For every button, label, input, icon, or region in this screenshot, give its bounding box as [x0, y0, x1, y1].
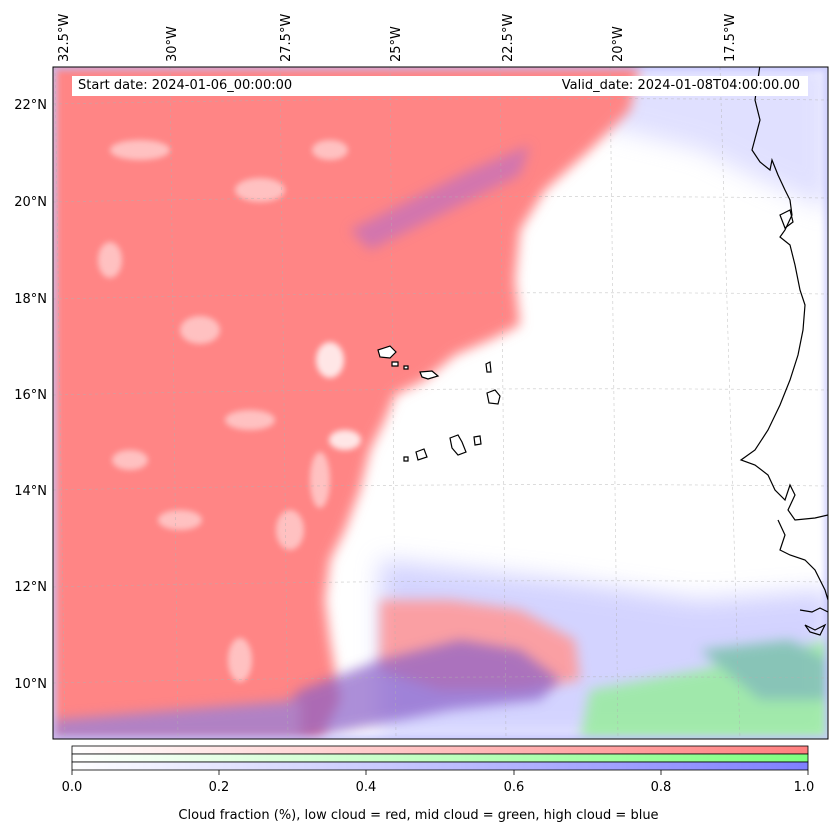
valid-date-label: Valid_date: 2024-01-08T04:00:00.00 [561, 78, 800, 93]
lon-tick-label: 25°W [389, 26, 404, 62]
colorbar-tick-label: 1.0 [793, 780, 815, 795]
lon-tick-label: 27.5°W [279, 14, 294, 62]
lat-tick-label: 12°N [14, 580, 47, 595]
colorbar-ticks [71, 770, 809, 775]
lat-tick-label: 20°N [14, 195, 47, 210]
lon-tick-label: 32.5°W [57, 14, 72, 62]
africa-coast [739, 67, 828, 521]
lat-tick-label: 18°N [14, 292, 47, 307]
colorbar [71, 745, 809, 775]
lon-tick-label: 20°W [611, 26, 626, 62]
lat-tick-label: 14°N [14, 484, 47, 499]
lat-tick-label: 16°N [14, 388, 47, 403]
lat-tick-label: 22°N [14, 98, 47, 113]
cloud-texture [98, 140, 361, 682]
map-frame [52, 66, 829, 740]
colorbar-title: Cloud fraction (%), low cloud = red, mid… [178, 808, 659, 823]
colorbar-tick-label: 0.8 [650, 780, 672, 795]
colorbar-low [71, 745, 809, 755]
lon-tick-label: 22.5°W [501, 14, 516, 62]
colorbar-mid [71, 753, 809, 763]
coastline [739, 67, 828, 636]
lon-tick-label: 30°W [165, 26, 180, 62]
colorbar-tick-label: 0.2 [208, 780, 230, 795]
mid-cloud-layer [580, 640, 828, 739]
overlap-cloud [53, 145, 560, 739]
colorbar-tick-label: 0.0 [61, 780, 83, 795]
gridlines [53, 67, 828, 739]
map-area [53, 67, 828, 739]
lat-tick-label: 10°N [14, 677, 47, 692]
colorbar-tick-label: 0.4 [355, 780, 377, 795]
date-header: Start date: 2024-01-06_00:00:00 Valid_da… [72, 76, 808, 96]
longitude-labels: 32.5°W 30°W 27.5°W 25°W 22.5°W 20°W 17.5… [57, 14, 738, 62]
lon-tick-label: 17.5°W [723, 14, 738, 62]
colorbar-tick-label: 0.6 [503, 780, 525, 795]
colorbar-high [71, 761, 809, 771]
cape-verde-islands [377, 345, 501, 462]
start-date-label: Start date: 2024-01-06_00:00:00 [78, 78, 293, 93]
latitude-labels: 22°N 20°N 18°N 16°N 14°N 12°N 10°N [14, 98, 47, 692]
